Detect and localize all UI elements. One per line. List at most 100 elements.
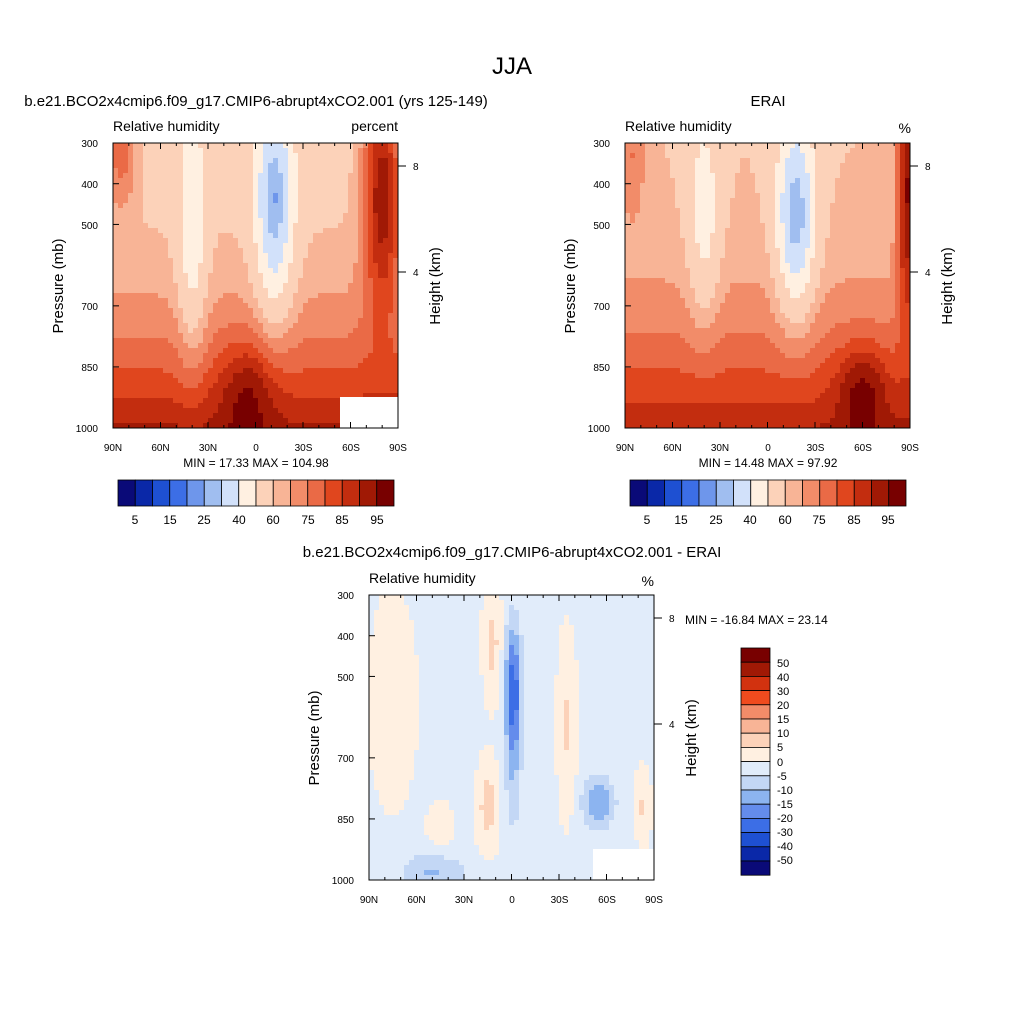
contour-cell	[383, 208, 389, 214]
contour-cell	[163, 398, 169, 404]
contour-cell	[865, 143, 871, 149]
contour-cell	[293, 173, 299, 179]
contour-cell	[303, 393, 309, 399]
contour-cell	[675, 198, 681, 204]
y-tick-label: 1000	[76, 424, 99, 435]
contour-cell	[223, 193, 229, 199]
contour-cell	[905, 273, 911, 279]
contour-cell	[715, 263, 721, 269]
contour-cell	[173, 413, 179, 419]
contour-cell	[700, 173, 706, 179]
contour-cell	[313, 293, 319, 299]
contour-cell	[755, 283, 761, 289]
contour-cell	[393, 388, 399, 394]
contour-cell	[188, 363, 194, 369]
contour-cell	[825, 158, 831, 164]
contour-cell	[228, 363, 234, 369]
contour-cell	[248, 313, 254, 319]
contour-cell	[905, 248, 911, 254]
contour-cell	[268, 168, 274, 174]
contour-cell	[830, 188, 836, 194]
contour-cell	[695, 193, 701, 199]
contour-cell	[645, 268, 651, 274]
contour-cell	[690, 243, 696, 249]
contour-cell	[313, 258, 319, 264]
contour-cell	[228, 273, 234, 279]
contour-cell	[183, 353, 189, 359]
colorbar-swatch	[359, 479, 378, 507]
contour-cell	[378, 148, 384, 154]
contour-cell	[745, 263, 751, 269]
contour-cell	[273, 178, 279, 184]
contour-cell	[825, 198, 831, 204]
contour-cell	[143, 218, 149, 224]
contour-cell	[675, 228, 681, 234]
contour-cell	[268, 378, 274, 384]
contour-cell	[830, 258, 836, 264]
contour-cell	[113, 248, 119, 254]
contour-cell	[173, 273, 179, 279]
contour-cell	[393, 263, 399, 269]
contour-cell	[635, 198, 641, 204]
contour-cell	[138, 328, 144, 334]
contour-cell	[625, 218, 631, 224]
contour-cell	[268, 173, 274, 179]
contour-cell	[368, 248, 374, 254]
contour-cell	[123, 208, 129, 214]
contour-cell	[183, 358, 189, 364]
contour-cell	[223, 378, 229, 384]
contour-cell	[253, 253, 259, 259]
contour-cell	[845, 208, 851, 214]
contour-cell	[123, 223, 129, 229]
contour-cell	[248, 263, 254, 269]
contour-cell	[278, 208, 284, 214]
contour-cell	[128, 423, 134, 429]
contour-cell	[745, 228, 751, 234]
contour-cell	[890, 223, 896, 229]
contour-cell	[860, 158, 866, 164]
contour-cell	[188, 198, 194, 204]
contour-cell	[258, 383, 264, 389]
contour-cell	[805, 233, 811, 239]
contour-cell	[378, 298, 384, 304]
contour-cell	[875, 148, 881, 154]
contour-cell	[735, 173, 741, 179]
contour-cell	[153, 183, 159, 189]
contour-cell	[358, 363, 364, 369]
contour-cell	[313, 298, 319, 304]
contour-cell	[810, 208, 816, 214]
contour-cell	[123, 298, 129, 304]
contour-cell	[685, 233, 691, 239]
contour-cell	[780, 178, 786, 184]
contour-cell	[238, 413, 244, 419]
contour-cell	[263, 198, 269, 204]
contour-cell	[363, 193, 369, 199]
contour-cell	[168, 238, 174, 244]
contour-cell	[193, 278, 199, 284]
contour-cell	[143, 293, 149, 299]
contour-cell	[373, 343, 379, 349]
contour-cell	[123, 228, 129, 234]
contour-cell	[765, 218, 771, 224]
contour-cell	[333, 383, 339, 389]
contour-cell	[303, 178, 309, 184]
contour-cell	[655, 283, 661, 289]
contour-cell	[373, 383, 379, 389]
contour-cell	[318, 148, 324, 154]
contour-cell	[178, 328, 184, 334]
contour-cell	[775, 153, 781, 159]
contour-cell	[640, 273, 646, 279]
contour-cell	[770, 283, 776, 289]
contour-cell	[865, 223, 871, 229]
contour-cell	[263, 268, 269, 274]
contour-cell	[343, 373, 349, 379]
contour-cell	[113, 223, 119, 229]
contour-cell	[368, 233, 374, 239]
contour-cell	[193, 243, 199, 249]
contour-cell	[780, 143, 786, 149]
contour-cell	[785, 283, 791, 289]
contour-cell	[845, 233, 851, 239]
contour-cell	[218, 418, 224, 424]
contour-cell	[128, 153, 134, 159]
contour-cell	[243, 378, 249, 384]
